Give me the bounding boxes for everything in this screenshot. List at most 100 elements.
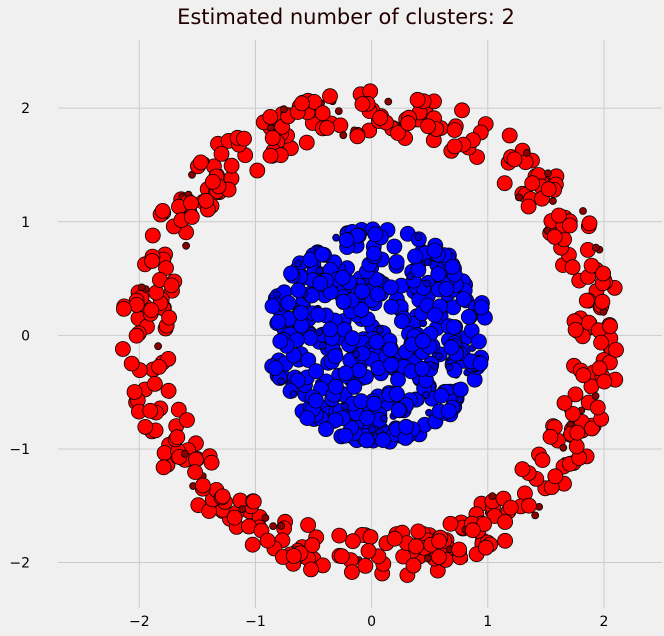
data-point-cluster-1 [569,424,586,441]
data-point-cluster-1 [594,293,611,310]
data-point-cluster-1 [214,488,231,505]
data-point-cluster-2 [386,238,403,255]
data-point-cluster-2 [455,291,472,307]
data-point-cluster-1 [169,429,186,446]
data-point-cluster-1 [156,445,173,461]
data-point-cluster-2 [472,355,489,372]
data-point-cluster-2 [422,391,431,400]
data-point-cluster-2 [388,254,405,270]
data-point-cluster-2 [375,326,384,334]
data-point-cluster-1 [115,341,131,357]
data-point-cluster-1 [332,117,349,134]
data-point-cluster-1 [431,533,448,550]
data-point-cluster-2 [452,381,469,398]
data-point-cluster-2 [383,356,399,373]
data-point-cluster-1 [547,468,564,485]
data-point-cluster-1 [423,554,432,563]
data-point-cluster-1 [575,367,592,384]
data-point-cluster-1 [446,138,463,155]
data-point-cluster-2 [346,378,363,395]
data-point-cluster-1 [223,157,240,174]
data-point-cluster-2 [375,432,391,449]
data-point-cluster-2 [367,226,384,243]
data-point-cluster-2 [318,421,334,438]
data-point-cluster-1 [331,527,348,544]
data-point-cluster-1 [192,154,209,171]
data-point-cluster-1 [523,148,531,157]
x-tick-label: 1 [483,614,492,630]
data-point-cluster-2 [353,301,370,318]
data-point-cluster-1 [372,110,389,126]
data-point-cluster-2 [433,387,450,404]
data-point-cluster-2 [431,362,440,371]
y-tick-label: −1 [9,442,30,458]
data-point-cluster-1 [244,536,261,553]
data-point-cluster-2 [440,403,457,420]
data-point-cluster-2 [341,402,349,411]
data-point-cluster-1 [583,257,600,274]
data-point-cluster-1 [567,386,584,403]
data-point-cluster-1 [137,283,146,292]
data-point-cluster-1 [334,107,343,115]
data-point-cluster-1 [123,355,140,372]
data-point-cluster-1 [182,241,191,250]
data-point-cluster-1 [514,461,531,478]
data-point-cluster-1 [564,259,581,276]
data-point-cluster-2 [379,414,388,423]
data-point-cluster-2 [300,352,317,369]
data-point-cluster-1 [584,420,600,437]
data-point-cluster-2 [382,279,399,296]
data-point-cluster-2 [315,328,324,336]
data-point-cluster-1 [304,537,321,553]
data-point-cluster-1 [179,412,195,429]
data-point-cluster-2 [435,352,443,361]
data-points [115,83,624,583]
data-point-cluster-1 [496,175,513,192]
y-tick-label: 0 [21,328,30,344]
data-point-cluster-1 [349,128,366,145]
data-point-cluster-1 [409,91,426,108]
data-point-cluster-1 [204,173,221,190]
data-point-cluster-1 [322,88,338,105]
data-point-cluster-2 [337,365,354,382]
data-point-cluster-2 [426,242,443,259]
x-tick-label: 0 [367,614,376,630]
data-point-cluster-2 [460,308,477,325]
data-point-cluster-2 [354,283,371,300]
data-point-cluster-1 [446,122,463,138]
data-point-cluster-1 [213,145,230,162]
data-point-cluster-2 [327,348,344,365]
data-point-cluster-2 [414,333,431,349]
data-point-cluster-1 [515,193,523,202]
data-point-cluster-1 [442,515,459,532]
data-point-cluster-2 [358,432,375,449]
data-point-cluster-2 [318,341,327,350]
data-point-cluster-1 [226,509,243,526]
data-point-cluster-1 [384,97,393,106]
data-point-cluster-1 [410,523,427,540]
data-point-cluster-1 [420,118,436,135]
data-point-cluster-2 [423,258,432,267]
data-point-cluster-1 [144,253,161,269]
data-point-cluster-2 [383,298,400,315]
data-point-cluster-1 [520,198,537,215]
x-tick-label: −2 [129,614,150,630]
data-point-cluster-1 [477,539,494,556]
data-point-cluster-1 [259,532,276,549]
data-point-cluster-1 [524,175,541,192]
data-point-cluster-2 [277,377,286,386]
data-point-cluster-2 [427,307,443,324]
data-point-cluster-2 [308,363,325,380]
data-point-cluster-2 [272,290,281,299]
data-point-cluster-1 [343,564,360,580]
data-point-cluster-1 [390,125,406,142]
data-point-cluster-1 [362,529,379,545]
data-point-cluster-1 [544,169,552,178]
x-tick-label: 2 [599,614,608,630]
data-point-cluster-2 [473,299,490,316]
data-point-cluster-2 [393,313,410,330]
data-point-cluster-2 [443,339,460,356]
data-point-cluster-2 [310,306,327,323]
data-point-cluster-2 [332,233,341,242]
data-point-cluster-2 [353,393,370,410]
